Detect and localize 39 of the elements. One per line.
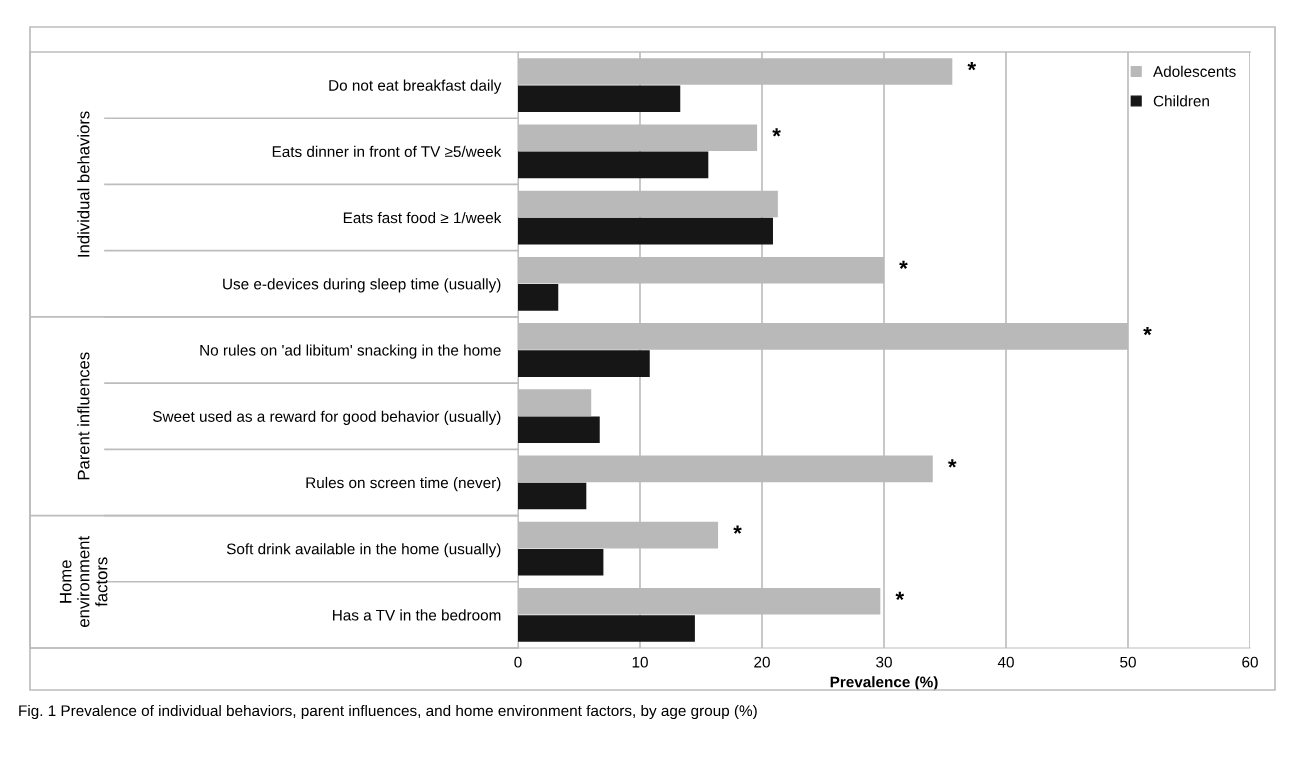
annotation: * — [1143, 326, 1152, 336]
annotation: * — [967, 61, 977, 71]
annotation: * — [947, 459, 957, 468]
y-tick-label: Soft drink available in the home (usually) — [226, 543, 501, 558]
bar — [518, 615, 695, 642]
x-tick-label: 50 — [1120, 656, 1136, 668]
y-tick-label: Eats dinner in front of TV ≥5/week — [272, 145, 502, 158]
text: Individual behaviors — [77, 111, 90, 257]
x-tick-label: 0 — [514, 656, 522, 668]
annotation: * — [772, 128, 781, 137]
y-tick-label: Sweet used as a reward for good behavior (usually) — [153, 410, 501, 425]
bar — [518, 85, 681, 112]
y-tick-label: Do not eat breakfast daily — [329, 79, 502, 94]
y-tick-label: No rules on 'ad libitum' snacking in the home — [200, 344, 501, 359]
text: Home environment factors — [59, 536, 108, 627]
annotation: * — [895, 591, 905, 601]
bar — [518, 548, 604, 576]
y-tick-label: Eats fast food ≥ 1/week — [343, 212, 502, 224]
bar — [518, 151, 709, 179]
bar — [518, 284, 559, 311]
x-tick-label: 40 — [997, 656, 1014, 668]
x-tick-label: 20 — [754, 656, 770, 668]
text: Parent influences — [77, 352, 90, 480]
annotation: * — [899, 260, 908, 269]
caption: Fig. 1 Prevalence of individual behaviors, parent influences, and home environment factors, by age group (%) — [19, 704, 757, 720]
y-tick-label: Has a TV in the bedroom — [333, 609, 501, 621]
x-tick-label: 10 — [632, 656, 648, 668]
bar — [518, 482, 587, 510]
x-tick-label: 30 — [876, 656, 892, 668]
legend-label: Children — [1153, 95, 1209, 107]
bar — [518, 416, 600, 444]
x-axis-title: Prevalence (%) — [830, 676, 938, 691]
annotation: * — [733, 525, 742, 534]
x-tick-label: 60 — [1242, 656, 1258, 668]
legend-label: Adolescents — [1153, 65, 1236, 77]
y-tick-label: Rules on screen time (never) — [306, 476, 501, 492]
y-tick-label: Use e-devices during sleep time (usually) — [223, 278, 501, 293]
bar — [518, 217, 773, 245]
bar — [518, 350, 650, 377]
